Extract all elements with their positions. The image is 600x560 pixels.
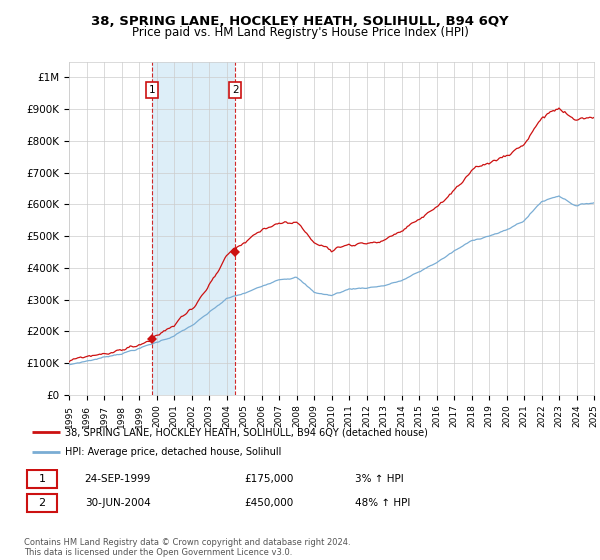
Bar <box>152 62 235 395</box>
Text: 48% ↑ HPI: 48% ↑ HPI <box>355 498 410 508</box>
Text: 38, SPRING LANE, HOCKLEY HEATH, SOLIHULL, B94 6QY (detached house): 38, SPRING LANE, HOCKLEY HEATH, SOLIHULL… <box>65 427 428 437</box>
Text: 1: 1 <box>38 474 46 484</box>
Text: £175,000: £175,000 <box>245 474 294 484</box>
Text: 1: 1 <box>148 85 155 95</box>
Text: 2: 2 <box>232 85 239 95</box>
Text: Price paid vs. HM Land Registry's House Price Index (HPI): Price paid vs. HM Land Registry's House … <box>131 26 469 39</box>
FancyBboxPatch shape <box>27 494 57 512</box>
Text: HPI: Average price, detached house, Solihull: HPI: Average price, detached house, Soli… <box>65 446 282 456</box>
Text: 38, SPRING LANE, HOCKLEY HEATH, SOLIHULL, B94 6QY: 38, SPRING LANE, HOCKLEY HEATH, SOLIHULL… <box>91 15 509 28</box>
Text: £450,000: £450,000 <box>245 498 294 508</box>
Text: 24-SEP-1999: 24-SEP-1999 <box>85 474 151 484</box>
Text: 3% ↑ HPI: 3% ↑ HPI <box>355 474 404 484</box>
FancyBboxPatch shape <box>27 470 57 488</box>
Text: 30-JUN-2004: 30-JUN-2004 <box>85 498 151 508</box>
Text: 2: 2 <box>38 498 46 508</box>
Text: Contains HM Land Registry data © Crown copyright and database right 2024.
This d: Contains HM Land Registry data © Crown c… <box>24 538 350 557</box>
